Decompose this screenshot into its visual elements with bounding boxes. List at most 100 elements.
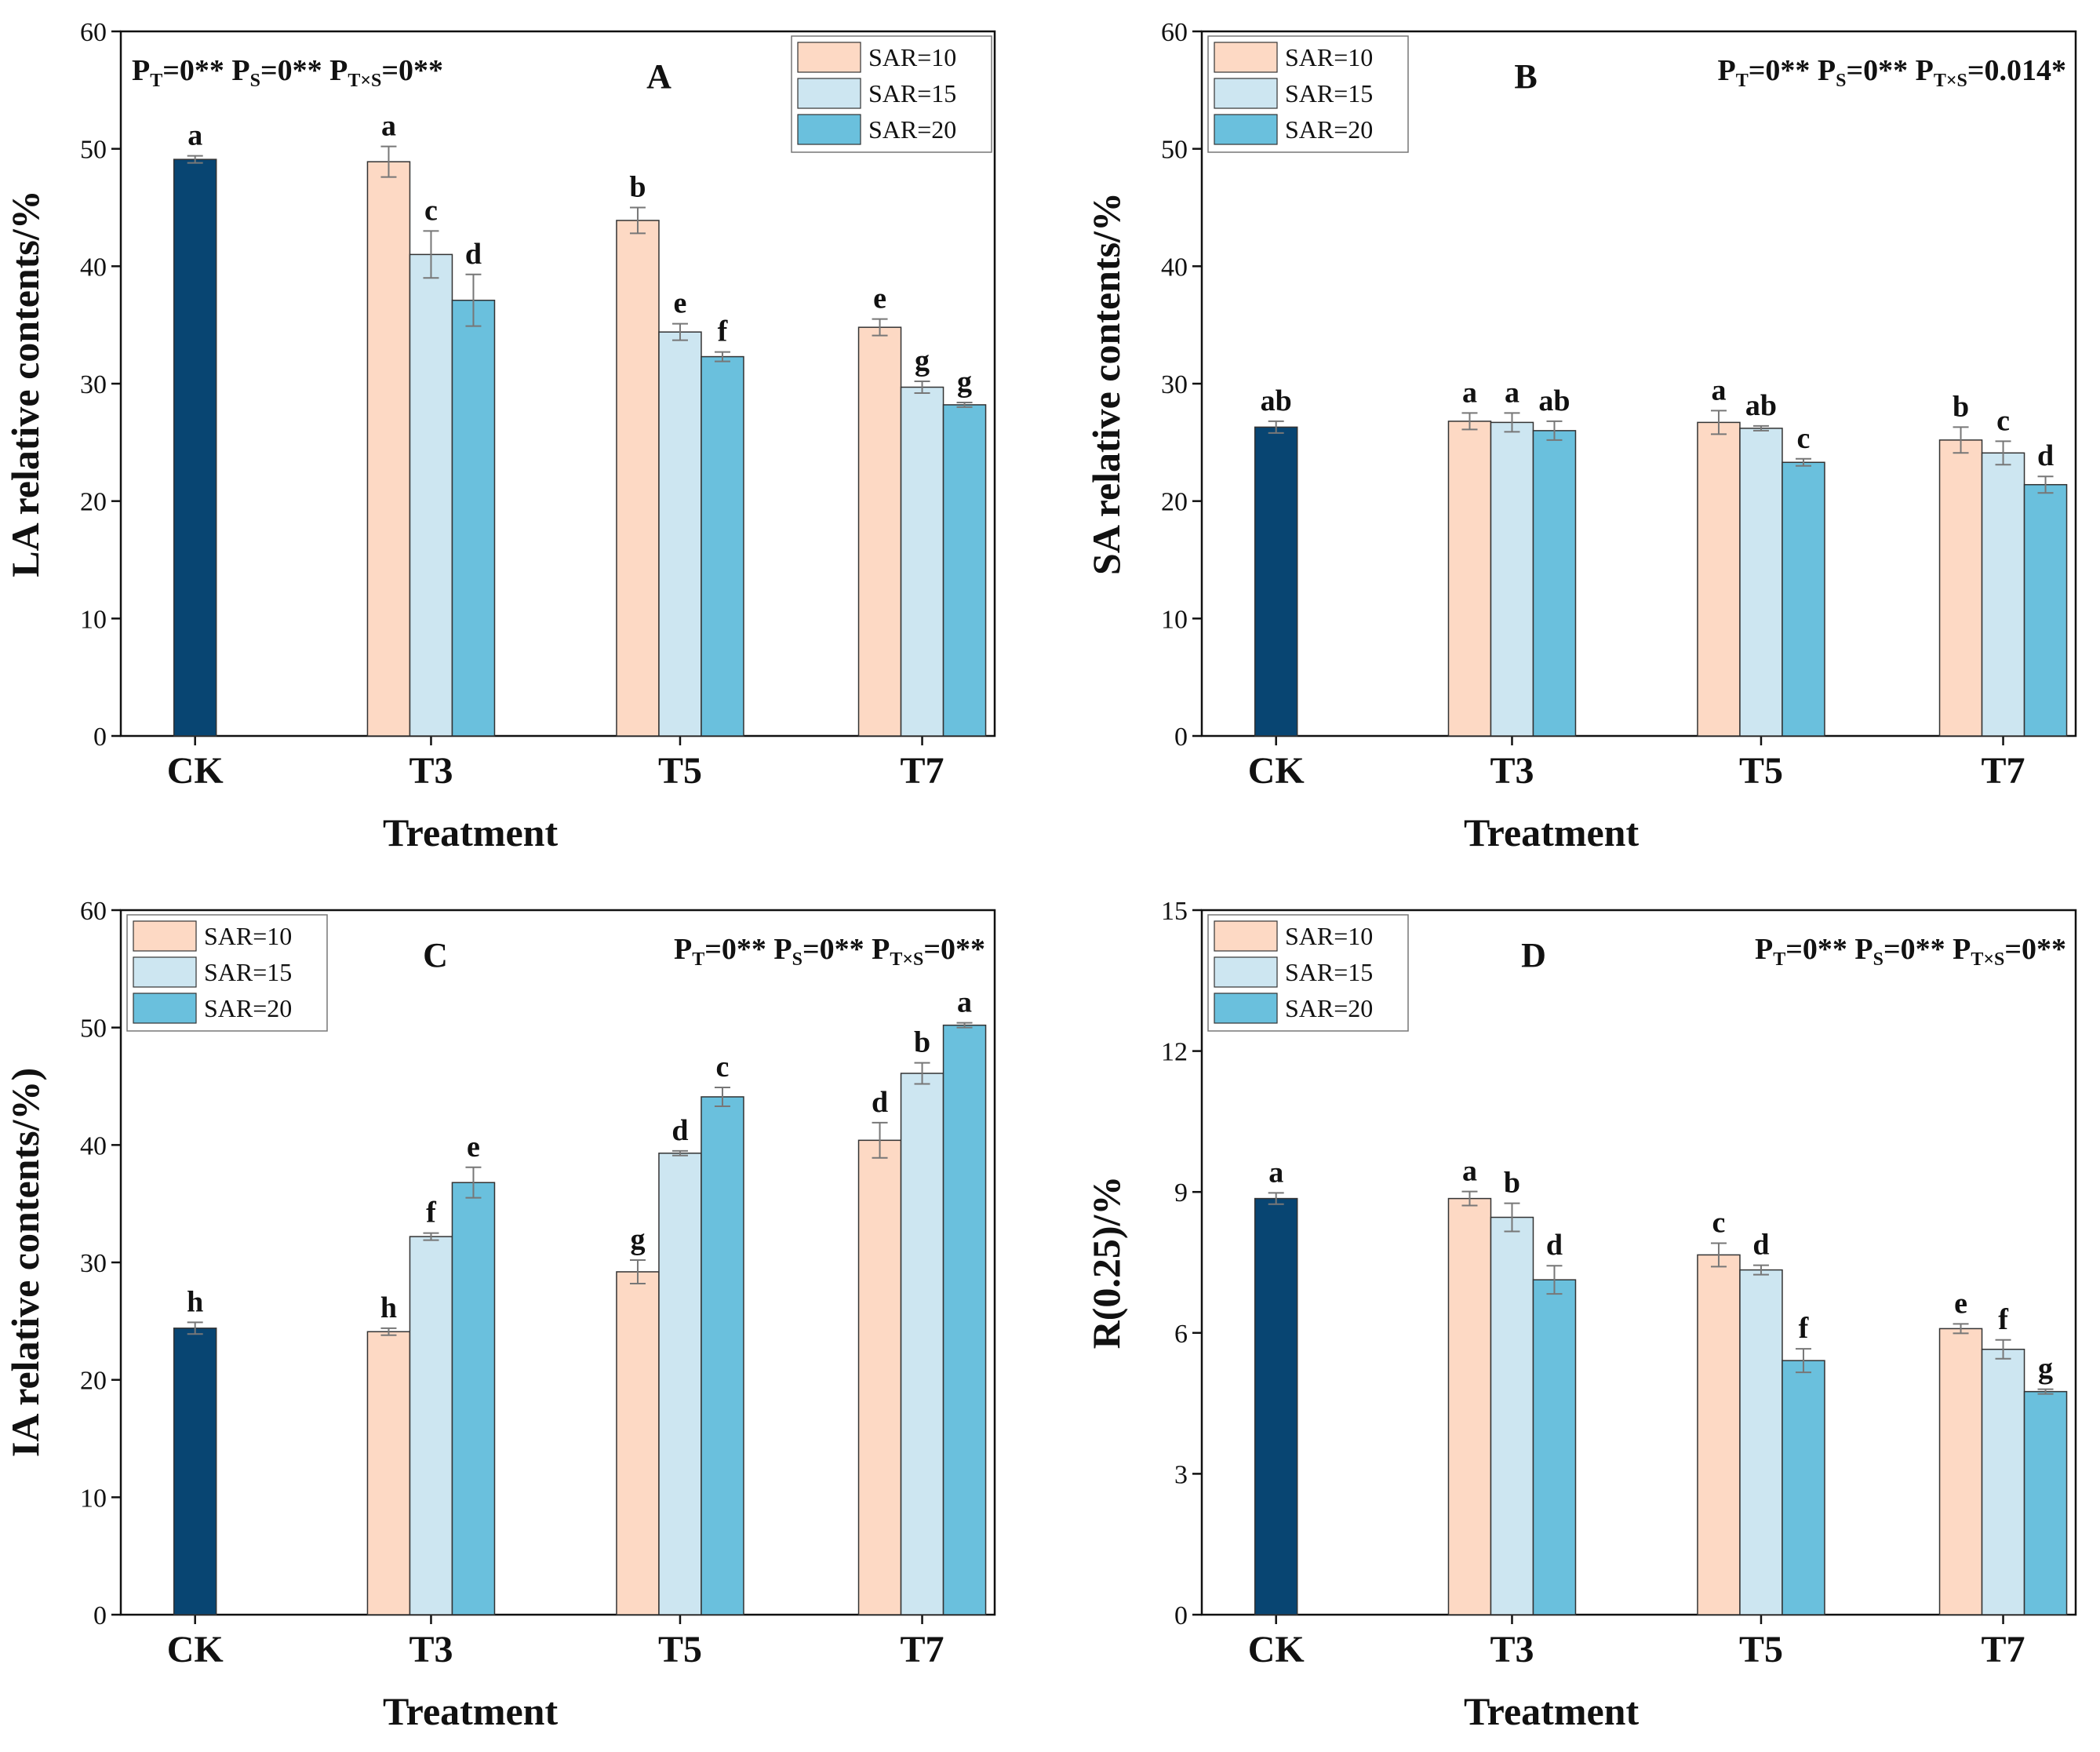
y-axis-title: LA relative contents/% xyxy=(3,190,47,577)
bar-t5-sar15 xyxy=(658,331,702,737)
significance-letter: a xyxy=(1711,373,1726,406)
x-tick-label: T3 xyxy=(409,750,453,792)
significance-letter: g xyxy=(2038,1353,2053,1386)
legend-swatch xyxy=(1214,956,1278,988)
significance-letter: c xyxy=(1712,1206,1726,1239)
significance-letter: a xyxy=(957,986,972,1019)
y-tick-label: 0 xyxy=(1174,1601,1188,1630)
legend-label: SAR=20 xyxy=(868,115,956,144)
y-tick-label: 60 xyxy=(1161,18,1188,47)
significance-letter: a xyxy=(1462,376,1477,409)
bar-t3-sar15 xyxy=(409,1236,453,1615)
bar-t5-sar10 xyxy=(1697,421,1741,737)
significance-letter: e xyxy=(674,287,687,320)
bar-t5-sar20 xyxy=(1782,1360,1825,1615)
stat-annotation: PT=0** PS=0** PT×S=0** xyxy=(674,933,985,970)
bar-t7-sar20 xyxy=(2023,483,2068,737)
bar-t7-sar15 xyxy=(900,1073,944,1615)
y-tick-label: 12 xyxy=(1161,1038,1188,1067)
panel-letter: A xyxy=(646,57,671,96)
significance-letter: d xyxy=(2037,439,2054,472)
panel-b: 0 10 20 30 40 50 60 SA relative contents/% Treat… xyxy=(1084,18,2077,854)
bar-t3-sar15 xyxy=(1490,421,1534,737)
significance-letter: c xyxy=(424,194,438,227)
y-tick-label: 30 xyxy=(80,370,107,399)
significance-letter: f xyxy=(718,315,729,348)
y-tick-label: 20 xyxy=(1161,488,1188,517)
bar-t5-sar15 xyxy=(658,1153,702,1615)
stat-annotation: PT=0** PS=0** PT×S=0** xyxy=(1755,933,2066,970)
bar-t3-sar20 xyxy=(451,1182,496,1615)
x-axis-title: Treatment xyxy=(1464,1689,1639,1733)
x-tick-label: CK xyxy=(167,1629,224,1670)
y-tick-label: 30 xyxy=(1161,370,1188,399)
legend-label: SAR=15 xyxy=(1285,79,1373,107)
bar-t3-sar10 xyxy=(366,161,411,737)
bar-t5-sar20 xyxy=(701,1096,744,1615)
y-tick-label: 50 xyxy=(80,136,107,165)
stat-annotation: PT=0** PS=0** PT×S=0** xyxy=(132,54,443,91)
y-tick-label: 40 xyxy=(80,253,107,282)
legend-label: SAR=10 xyxy=(204,922,292,950)
y-tick-label: 50 xyxy=(80,1014,107,1044)
significance-letter: g xyxy=(915,344,930,377)
legend-label: SAR=20 xyxy=(1285,115,1373,144)
legend-label: SAR=20 xyxy=(204,994,292,1022)
significance-letter: a xyxy=(187,119,202,152)
x-tick-label: CK xyxy=(1248,1629,1305,1670)
x-tick-label: T3 xyxy=(1490,750,1534,792)
legend-label: SAR=10 xyxy=(868,43,956,71)
bar-ck xyxy=(173,1328,217,1615)
x-tick-label: T5 xyxy=(1739,750,1783,792)
bar-t5-sar10 xyxy=(616,1271,660,1615)
legend-label: SAR=10 xyxy=(1285,43,1373,71)
legend-label: SAR=20 xyxy=(1285,994,1373,1022)
y-tick-label: 50 xyxy=(1161,136,1188,165)
bar-t7-sar20 xyxy=(2023,1390,2068,1615)
x-tick-label: T5 xyxy=(658,750,702,792)
significance-letter: a xyxy=(1268,1156,1283,1189)
y-axis-title: IA relative contents/%) xyxy=(3,1068,47,1457)
x-tick-label: T7 xyxy=(1982,750,2025,792)
y-tick-label: 20 xyxy=(80,488,107,517)
significance-letter: ab xyxy=(1745,389,1777,422)
significance-letter: c xyxy=(716,1051,730,1084)
panel-a: 0 10 20 30 40 50 60 LA relative contents/% Treat… xyxy=(3,18,996,854)
legend-swatch xyxy=(133,956,197,988)
bar-ck xyxy=(1254,426,1298,737)
panel-letter: C xyxy=(423,936,448,974)
legend-label: SAR=15 xyxy=(204,958,292,986)
legend-swatch xyxy=(1214,78,1278,109)
significance-letter: c xyxy=(1797,422,1811,455)
significance-letter: b xyxy=(629,171,646,204)
significance-letter: a xyxy=(1505,376,1519,409)
x-tick-label: T5 xyxy=(1739,1629,1783,1670)
bar-t5-sar20 xyxy=(1782,461,1825,737)
bar-t7-sar20 xyxy=(942,404,987,737)
significance-letter: e xyxy=(1954,1287,1967,1320)
y-axis-title: R(0.25)/% xyxy=(1084,1176,1128,1350)
y-tick-label: 60 xyxy=(80,897,107,926)
x-axis-title: Treatment xyxy=(1464,810,1639,854)
significance-letter: b xyxy=(1504,1167,1520,1200)
bar-ck xyxy=(173,158,217,737)
bar-t3-sar10 xyxy=(366,1331,411,1615)
y-tick-label: 15 xyxy=(1161,897,1188,926)
bar-t3-sar10 xyxy=(1447,421,1492,737)
x-tick-label: CK xyxy=(167,750,224,792)
x-tick-label: T7 xyxy=(1982,1629,2025,1670)
bar-t3-sar15 xyxy=(409,253,453,737)
y-tick-label: 0 xyxy=(1174,723,1188,752)
bar-t7-sar20 xyxy=(942,1024,987,1615)
significance-letter: ab xyxy=(1261,384,1292,417)
bar-t7-sar15 xyxy=(1981,1349,2025,1615)
significance-letter: f xyxy=(1799,1312,1810,1345)
bar-t7-sar10 xyxy=(857,1139,902,1615)
x-tick-label: T7 xyxy=(901,750,944,792)
y-tick-label: 20 xyxy=(80,1367,107,1396)
x-tick-label: T3 xyxy=(409,1629,453,1670)
significance-letter: e xyxy=(467,1131,480,1164)
bar-t3-sar20 xyxy=(1532,1279,1577,1615)
significance-letter: a xyxy=(381,110,396,143)
legend-swatch xyxy=(1214,42,1278,73)
